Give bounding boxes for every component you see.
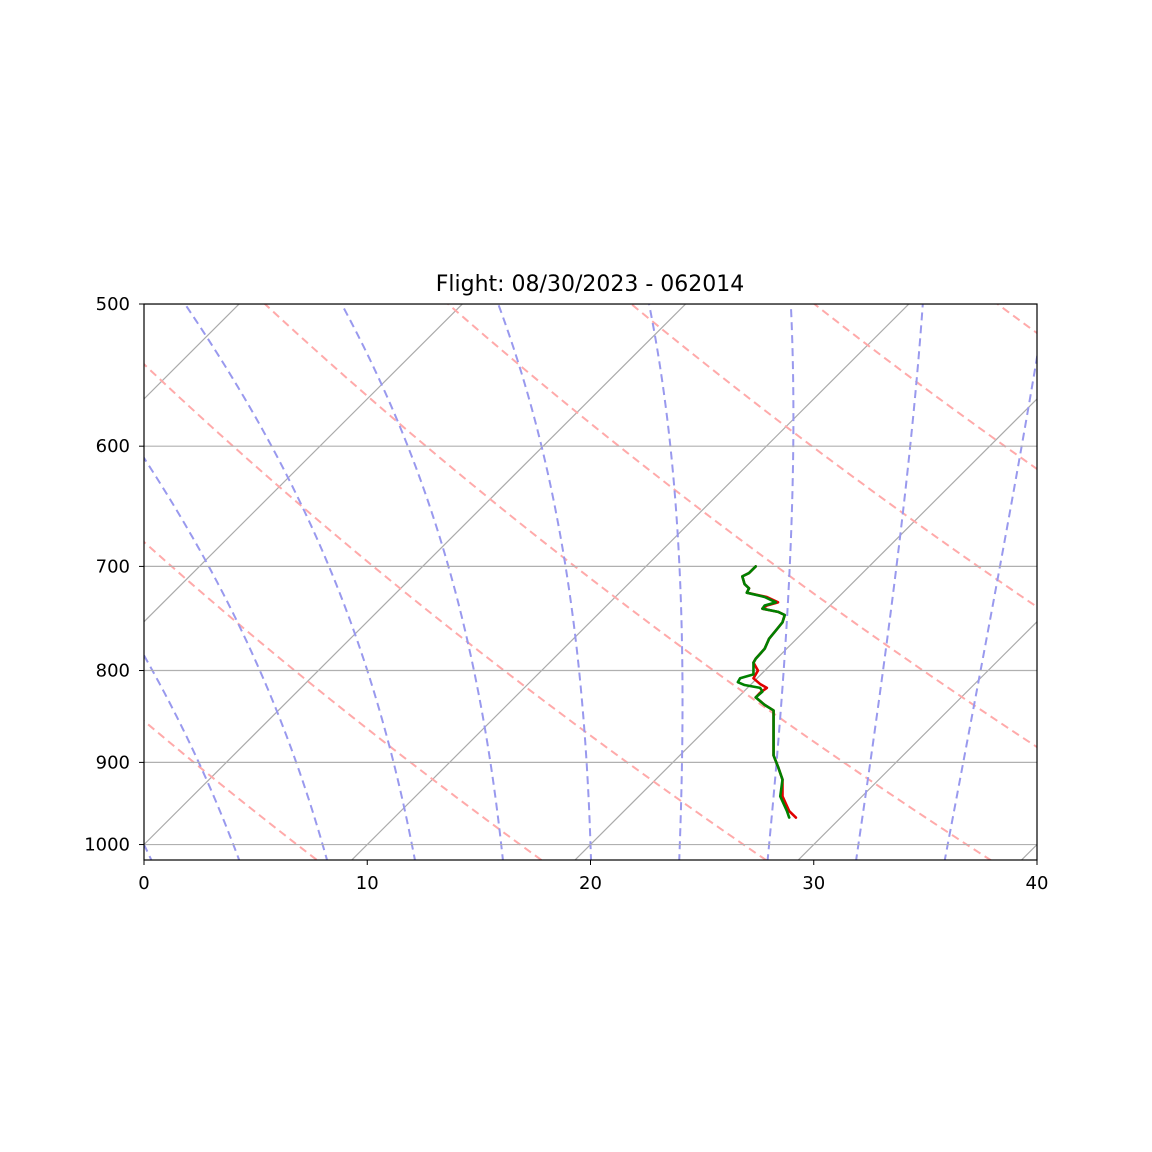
x-tick-label: 20 — [579, 873, 602, 894]
dry-adiabat — [812, 304, 1037, 471]
y-tick-label: 500 — [96, 294, 130, 315]
y-tick-label: 700 — [96, 556, 130, 577]
x-tick-label: 0 — [138, 873, 149, 894]
skewed-isotherm — [144, 304, 687, 846]
y-tick-label: 600 — [96, 436, 130, 457]
moist-adiabat — [144, 456, 329, 860]
moist-adiabat — [144, 653, 241, 860]
dry-adiabat — [629, 304, 1037, 609]
skewed-isotherm — [797, 620, 1037, 860]
skewed-isotherm — [350, 304, 910, 860]
axes-ticks: 500 600 700 800 900 1000 0 10 20 30 40 — [84, 294, 1048, 894]
dry-adiabat — [263, 304, 993, 860]
dry-adiabat — [144, 362, 768, 860]
y-tick-label: 900 — [96, 752, 130, 773]
data-lines — [736, 565, 798, 819]
dry-adiabat — [446, 304, 1037, 749]
moist-adiabat — [943, 351, 1037, 860]
skewed-isotherm — [574, 398, 1037, 860]
x-tick-label: 40 — [1026, 873, 1049, 894]
y-tick-label: 1000 — [84, 835, 130, 856]
moist-adiabat — [855, 304, 924, 860]
y-tick-label: 800 — [96, 661, 130, 682]
moist-adiabat — [497, 304, 593, 860]
profile-line-green — [736, 565, 791, 819]
chart-title: Flight: 08/30/2023 - 062014 — [436, 272, 745, 297]
moist-adiabat — [340, 304, 504, 860]
background-lines — [144, 304, 1037, 860]
moist-adiabat — [183, 304, 416, 860]
x-tick-label: 10 — [356, 873, 379, 894]
skewed-isotherm — [144, 304, 240, 400]
x-tick-label: 30 — [802, 873, 825, 894]
dry-adiabat — [144, 540, 544, 860]
